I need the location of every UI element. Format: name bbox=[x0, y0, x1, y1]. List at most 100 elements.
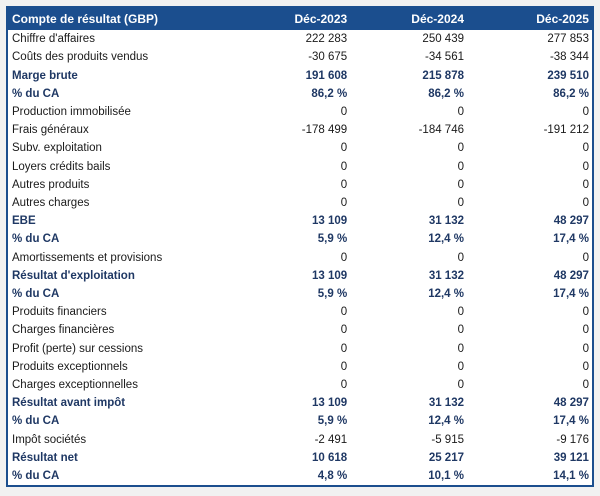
row-value: -38 344 bbox=[549, 51, 589, 64]
row-value: -184 746 bbox=[418, 124, 464, 137]
table-row: Loyers crédits bails 0 0 0 bbox=[8, 157, 592, 176]
table-row: Résultat d'exploitation 13 109 31 132 48 29… bbox=[8, 266, 592, 285]
row-value: 31 132 bbox=[428, 215, 464, 228]
table-row: Coûts des produits vendus -30 675 -34 561 -… bbox=[8, 48, 592, 67]
row-value: 17,4 % bbox=[553, 415, 589, 428]
row-value: 0 bbox=[582, 105, 589, 118]
row-label: Charges financières bbox=[12, 324, 115, 337]
row-value: 0 bbox=[582, 378, 589, 391]
column-header-dec-2025: Déc-2025 bbox=[536, 12, 589, 26]
row-value: 0 bbox=[340, 378, 348, 391]
table-body: Chiffre d'affaires 222 283 250 439 277 853 C… bbox=[8, 30, 592, 486]
row-value: 239 510 bbox=[547, 69, 589, 82]
row-label: Produits financiers bbox=[12, 306, 107, 319]
row-label: Production immobilisée bbox=[12, 105, 131, 118]
row-value: 0 bbox=[340, 251, 348, 264]
row-value: 10 618 bbox=[312, 451, 348, 464]
row-label: Chiffre d'affaires bbox=[12, 33, 95, 46]
row-label: Loyers crédits bails bbox=[12, 160, 111, 173]
table-row: Marge brute 191 608 215 878 239 510 bbox=[8, 66, 592, 85]
row-value: 250 439 bbox=[422, 33, 464, 46]
row-value: 215 878 bbox=[422, 69, 464, 82]
row-value: 39 121 bbox=[553, 451, 589, 464]
row-value: 0 bbox=[582, 196, 589, 209]
row-label: % du CA bbox=[12, 233, 60, 246]
row-label: Charges exceptionnelles bbox=[12, 378, 138, 391]
row-label: Impôt sociétés bbox=[12, 433, 87, 446]
row-value: 0 bbox=[582, 324, 589, 337]
row-label: EBE bbox=[12, 215, 36, 228]
row-value: 0 bbox=[457, 196, 464, 209]
row-value: 5,9 % bbox=[317, 287, 348, 300]
row-value: 0 bbox=[457, 251, 464, 264]
table-row: Autres charges 0 0 0 bbox=[8, 193, 592, 213]
row-value: 0 bbox=[340, 105, 348, 118]
column-header-dec-2024: Déc-2024 bbox=[411, 12, 464, 26]
row-value: -5 915 bbox=[431, 433, 464, 446]
row-value: 0 bbox=[582, 251, 589, 264]
row-value: 12,4 % bbox=[428, 233, 464, 246]
row-value: 277 853 bbox=[547, 33, 589, 46]
row-value: 48 297 bbox=[553, 397, 589, 410]
row-label: % du CA bbox=[12, 287, 60, 300]
row-label: % du CA bbox=[12, 87, 60, 100]
row-value: 0 bbox=[340, 160, 348, 173]
column-header-dec-2023: Déc-2023 bbox=[294, 12, 348, 26]
row-label: Résultat d'exploitation bbox=[12, 269, 135, 282]
table-row: Produits financiers 0 0 0 bbox=[8, 303, 592, 322]
row-value: 12,4 % bbox=[428, 287, 464, 300]
row-value: 25 217 bbox=[428, 451, 464, 464]
table-row: Subv. exploitation 0 0 0 bbox=[8, 139, 592, 158]
row-value: 0 bbox=[340, 178, 348, 191]
row-value: 0 bbox=[457, 306, 464, 319]
row-value: -191 212 bbox=[543, 124, 589, 137]
row-value: 86,2 % bbox=[311, 87, 348, 100]
table-row: Profit (perte) sur cessions 0 0 0 bbox=[8, 339, 592, 358]
row-value: 14,1 % bbox=[553, 469, 589, 482]
table-row: Charges exceptionnelles 0 0 0 bbox=[8, 375, 592, 395]
table-row: Production immobilisée 0 0 0 bbox=[8, 102, 592, 122]
table-row: % du CA 5,9 % 12,4 % 17,4 % bbox=[8, 230, 592, 249]
table-row: Amortissements et provisions 0 0 0 bbox=[8, 248, 592, 267]
row-value: -34 561 bbox=[424, 51, 464, 64]
row-value: 0 bbox=[582, 306, 589, 319]
row-value: -2 491 bbox=[314, 433, 348, 446]
row-value: -178 499 bbox=[301, 124, 348, 137]
row-value: 13 109 bbox=[312, 397, 348, 410]
row-value: 0 bbox=[457, 324, 464, 337]
row-value: 222 283 bbox=[305, 33, 348, 46]
row-value: 4,8 % bbox=[317, 469, 348, 482]
row-value: 13 109 bbox=[312, 269, 348, 282]
row-label: Coûts des produits vendus bbox=[12, 51, 149, 64]
table-row: Autres produits 0 0 0 bbox=[8, 175, 592, 194]
row-value: 0 bbox=[457, 378, 464, 391]
row-value: 86,2 % bbox=[553, 87, 589, 100]
row-value: 5,9 % bbox=[317, 415, 348, 428]
row-value: 0 bbox=[582, 142, 589, 155]
row-label: Frais généraux bbox=[12, 124, 89, 137]
income-statement-table: Compte de résultat (GBP) Déc-2023 Déc-20… bbox=[6, 6, 594, 487]
row-value: 0 bbox=[340, 196, 348, 209]
table-row: Résultat net 10 618 25 217 39 121 bbox=[8, 448, 592, 467]
row-label: % du CA bbox=[12, 469, 60, 482]
row-value: -9 176 bbox=[556, 433, 589, 446]
table-row: % du CA 4,8 % 10,1 % 14,1 % bbox=[8, 466, 592, 486]
row-label: Amortissements et provisions bbox=[12, 251, 163, 264]
table-row: EBE 13 109 31 132 48 297 bbox=[8, 212, 592, 231]
row-value: 191 608 bbox=[305, 69, 348, 82]
row-label: Résultat net bbox=[12, 451, 78, 464]
row-value: 0 bbox=[340, 306, 348, 319]
table-row: Produits exceptionnels 0 0 0 bbox=[8, 357, 592, 376]
table-title: Compte de résultat (GBP) bbox=[12, 12, 159, 26]
table-header-row: Compte de résultat (GBP) Déc-2023 Déc-20… bbox=[8, 8, 592, 30]
row-value: 86,2 % bbox=[428, 87, 464, 100]
row-value: 0 bbox=[582, 160, 589, 173]
row-value: 0 bbox=[457, 178, 464, 191]
row-value: -30 675 bbox=[308, 51, 348, 64]
row-value: 0 bbox=[582, 360, 589, 373]
row-value: 0 bbox=[340, 324, 348, 337]
row-label: Résultat avant impôt bbox=[12, 397, 126, 410]
table-row: % du CA 5,9 % 12,4 % 17,4 % bbox=[8, 412, 592, 431]
row-label: Produits exceptionnels bbox=[12, 360, 128, 373]
row-value: 0 bbox=[340, 360, 348, 373]
